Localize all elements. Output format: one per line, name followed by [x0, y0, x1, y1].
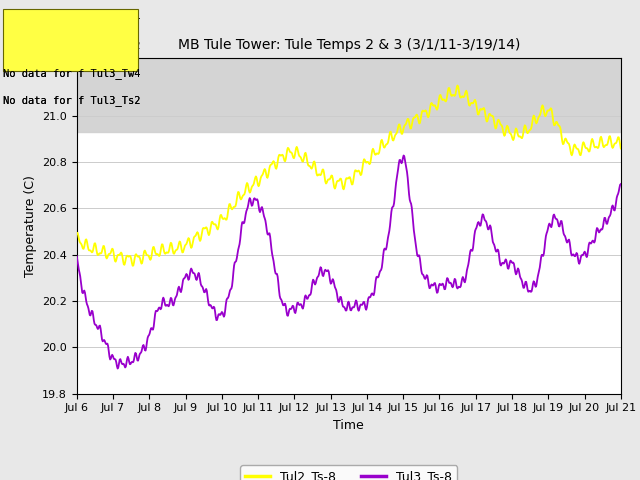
Bar	[77, 58, 621, 132]
Text: No data for f Tul3_Ts2: No data for f Tul3_Ts2	[3, 96, 141, 107]
Legend: Tul2_Ts-8, Tul3_Ts-8: Tul2_Ts-8, Tul3_Ts-8	[240, 465, 458, 480]
Text: No data for f Tul3_Tw4: No data for f Tul3_Tw4	[3, 68, 141, 79]
Text: No data for f Tul3_Tw4: No data for f Tul3_Tw4	[3, 68, 141, 79]
Text: No data for f Tul2_Ts2: No data for f Tul2_Ts2	[3, 40, 141, 51]
Title: MB Tule Tower: Tule Temps 2 & 3 (3/1/11-3/19/14): MB Tule Tower: Tule Temps 2 & 3 (3/1/11-…	[178, 38, 520, 52]
Text: No data for f Tul3_Ts2: No data for f Tul3_Ts2	[3, 96, 141, 107]
Text: No data for f Tul2_Tw4: No data for f Tul2_Tw4	[3, 12, 141, 23]
Y-axis label: Temperature (C): Temperature (C)	[24, 175, 36, 276]
X-axis label: Time: Time	[333, 419, 364, 432]
